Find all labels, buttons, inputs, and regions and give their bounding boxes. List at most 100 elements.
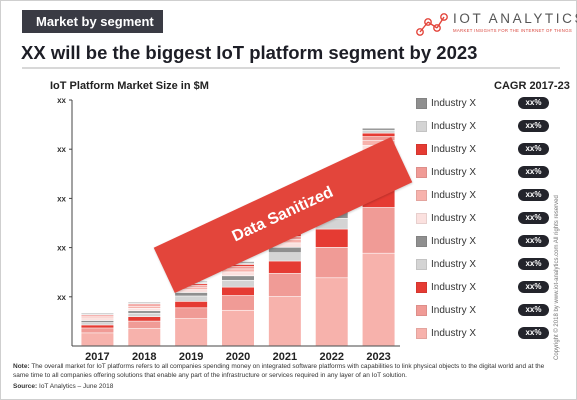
x-tick-label: 2023 [366, 351, 390, 363]
bar-segment [222, 263, 254, 265]
bar-segment [315, 229, 348, 247]
legend-swatch [416, 121, 427, 132]
legend-label: Industry X [431, 259, 477, 270]
bar-segment [362, 207, 395, 253]
legend-item: Industry X xx% [416, 235, 566, 251]
cagr-badge: xx% [518, 212, 549, 224]
legend-item: Industry X xx% [416, 258, 566, 274]
cagr-title: CAGR 2017-23 [494, 80, 570, 92]
bar-segment [268, 261, 301, 274]
bar-segment [222, 272, 254, 276]
legend-label: Industry X [431, 213, 477, 224]
legend-swatch [416, 282, 427, 293]
bar-segment [128, 321, 161, 329]
page-title: XX will be the biggest IoT platform segm… [21, 42, 478, 63]
x-tick-label: 2021 [273, 351, 297, 363]
source-line: Source: IoT Analytics – June 2018 [13, 383, 113, 390]
bar-segment [81, 317, 114, 319]
legend-item: Industry X xx% [416, 189, 566, 205]
cagr-badge: xx% [518, 258, 549, 270]
bar-segment [222, 295, 254, 310]
legend-label: Industry X [431, 121, 477, 132]
bar-segment [362, 128, 395, 130]
copyright-text: Copyright © 2018 by www.iot-analytics.co… [554, 195, 560, 360]
legend-label: Industry X [431, 236, 477, 247]
network-logo-icon [416, 13, 448, 36]
x-tick-label: 2020 [226, 351, 250, 363]
brand-name: IOT ANALYTICS [453, 11, 577, 26]
bar-segment [128, 313, 161, 317]
bar-segment [128, 311, 161, 313]
cagr-badge: xx% [518, 120, 549, 132]
bar-segment [81, 328, 114, 333]
bar-segment [175, 287, 208, 290]
bar-segment [222, 264, 254, 267]
legend-item: Industry X xx% [416, 120, 566, 136]
bar-segment [222, 280, 254, 287]
bar-segment [81, 325, 114, 328]
legend-swatch [416, 167, 427, 178]
bar-segment [315, 218, 348, 229]
cagr-badge: xx% [518, 327, 549, 339]
legend-item: Industry X xx% [416, 143, 566, 159]
bar-segment [175, 301, 208, 308]
x-tick-label: 2019 [179, 351, 203, 363]
bar-segment [268, 296, 301, 346]
chart-title: IoT Platform Market Size in $M [50, 80, 209, 92]
bar-segment [315, 278, 348, 346]
y-tick-label: xx [57, 96, 66, 105]
bar-segment [222, 269, 254, 272]
section-badge: Market by segment [22, 10, 163, 33]
legend-item: Industry X xx% [416, 304, 566, 320]
footnote: Note: The overall market for IoT platfor… [13, 363, 553, 380]
brand-tagline: MARKET INSIGHTS FOR THE INTERNET OF THIN… [453, 28, 572, 33]
legend-label: Industry X [431, 98, 477, 109]
bar-segment [268, 243, 301, 247]
cagr-badge: xx% [518, 235, 549, 247]
x-tick-label: 2017 [85, 351, 109, 363]
title-divider [22, 67, 560, 69]
cagr-badge: xx% [518, 304, 549, 316]
bar-segment [362, 133, 395, 137]
bar-segment [175, 296, 208, 302]
legend-item: Industry X xx% [416, 327, 566, 343]
bar-segment [268, 247, 301, 253]
bar-segment [362, 253, 395, 346]
bar-segment [128, 328, 161, 346]
legend-item: Industry X xx% [416, 281, 566, 297]
legend-item: Industry X xx% [416, 166, 566, 182]
cagr-badge: xx% [518, 189, 549, 201]
bar-segment [81, 333, 114, 346]
legend-label: Industry X [431, 167, 477, 178]
bar-segment [175, 289, 208, 293]
source-label: Source: [13, 383, 38, 390]
bar-segment [128, 308, 161, 311]
bar-segment [81, 322, 114, 325]
legend-swatch [416, 328, 427, 339]
legend-swatch [416, 305, 427, 316]
legend-label: Industry X [431, 144, 477, 155]
bar-segment [222, 276, 254, 280]
legend-swatch [416, 213, 427, 224]
bar-segment [222, 266, 254, 269]
bar-segment [268, 273, 301, 297]
bar-segment [362, 130, 395, 133]
x-tick-label: 2018 [132, 351, 156, 363]
bar-segment [362, 136, 395, 141]
bar-segment [222, 287, 254, 296]
source-text: IoT Analytics – June 2018 [39, 383, 114, 390]
legend-label: Industry X [431, 190, 477, 201]
bar-segment [315, 247, 348, 278]
y-tick-label: xx [57, 145, 66, 154]
cagr-badge: xx% [518, 143, 549, 155]
legend-swatch [416, 190, 427, 201]
note-label: Note: [13, 363, 30, 370]
legend-item: Industry X xx% [416, 212, 566, 228]
legend-item: Industry X xx% [416, 97, 566, 113]
y-tick-label: xx [57, 194, 66, 203]
legend-swatch [416, 144, 427, 155]
legend-swatch [416, 98, 427, 109]
cagr-badge: xx% [518, 97, 549, 109]
bar-segment [175, 292, 208, 296]
